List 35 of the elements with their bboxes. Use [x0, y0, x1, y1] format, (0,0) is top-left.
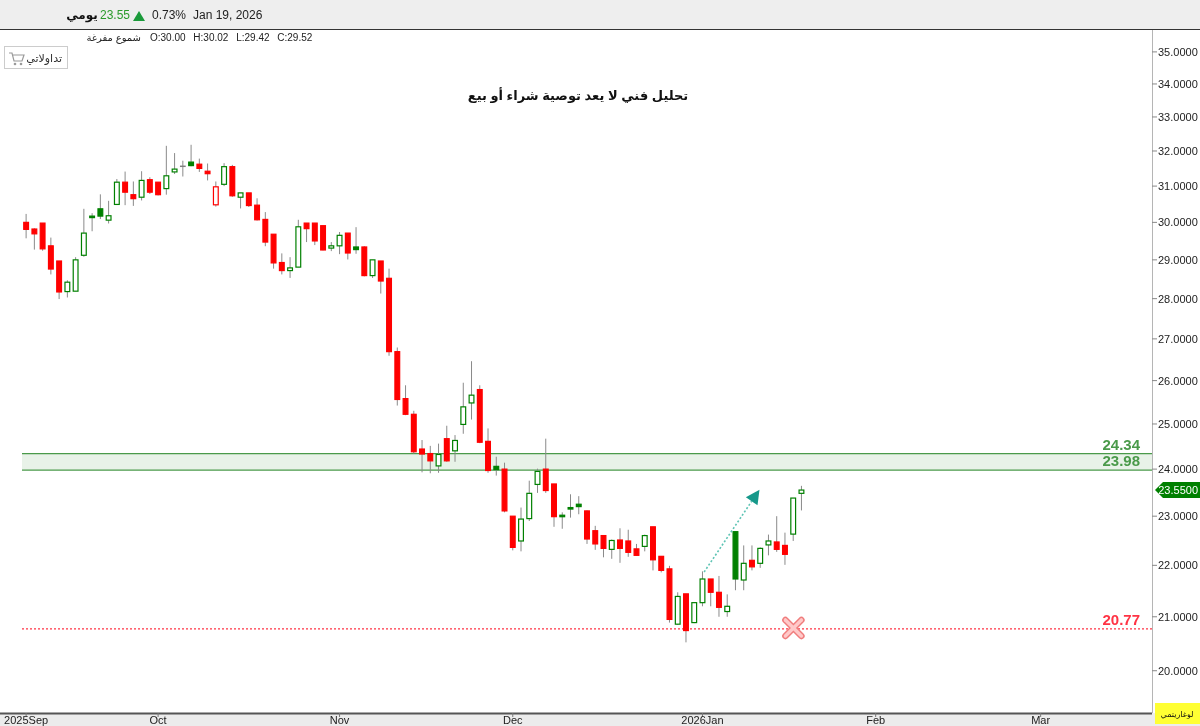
x-tick-label: Dec: [502, 714, 524, 726]
y-tick-label: 34.0000: [1158, 77, 1198, 90]
y-tick-label: 35.0000: [1158, 45, 1198, 58]
y-tick-label: 27.0000: [1158, 332, 1198, 345]
annotation: تحليل فني لا يعد توصية شراء أو بيع: [467, 87, 689, 103]
text: لوغاريتمي: [1160, 710, 1194, 719]
x-tick-label: Nov: [329, 714, 350, 726]
y-tick-label: 28.0000: [1158, 292, 1198, 305]
y-tick-label: 23.0000: [1158, 510, 1198, 523]
y-tick-label: 22.0000: [1158, 559, 1198, 572]
y-tick-label: 33.0000: [1158, 110, 1198, 123]
text: Jan 19, 2026: [193, 8, 263, 22]
y-tick-label: 24.0000: [1158, 463, 1198, 476]
annotation: تداولاتي: [26, 52, 62, 65]
text: يومي: [66, 8, 98, 23]
y-tick-label: 30.0000: [1158, 216, 1198, 229]
ref-line-label: 20.77: [1102, 610, 1140, 628]
annotation: O:30.00 H:30.02 L:29.42 C:29.52: [150, 32, 313, 43]
y-tick-label: 32.0000: [1158, 144, 1198, 157]
x-tick-label: 2026Jan: [681, 714, 724, 726]
ref-line-label: 23.98: [1102, 452, 1140, 470]
y-tick-label: 25.0000: [1158, 417, 1198, 430]
y-tick-label: 31.0000: [1158, 180, 1198, 193]
x-tick-label: Oct: [149, 714, 167, 726]
annotation: شموع مفرغة: [86, 32, 141, 44]
y-tick-label: 29.0000: [1158, 253, 1198, 266]
y-tick-label: 21.0000: [1158, 610, 1198, 623]
y-tick-label: 26.0000: [1158, 374, 1198, 387]
text: 23.55: [100, 8, 131, 22]
x-tick-label: 2025Sep: [4, 714, 49, 726]
x-tick-label: Feb: [866, 714, 886, 726]
text: 0.73%: [152, 8, 187, 22]
x-tick-label: Mar: [1031, 714, 1051, 726]
ref-line-label: 24.34: [1102, 435, 1141, 453]
y-tick-label: 20.0000: [1158, 664, 1198, 677]
